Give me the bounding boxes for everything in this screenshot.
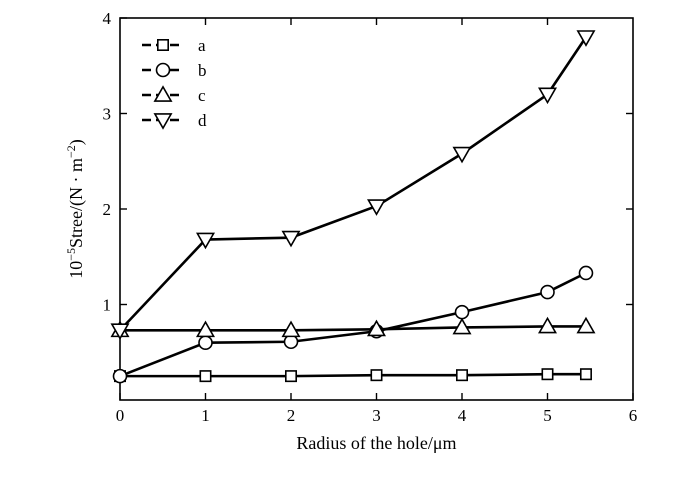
legend-entry-c: c: [142, 85, 206, 105]
series-a: [114, 368, 592, 383]
x-tick-label: 2: [287, 406, 296, 425]
x-tick-label: 0: [116, 406, 125, 425]
series-layer: [110, 30, 596, 384]
legend-marker: [155, 62, 171, 78]
series-a-point: [284, 370, 297, 383]
series-c-point: [452, 317, 472, 335]
series-b-point: [112, 368, 128, 384]
series-b-point: [198, 335, 213, 351]
series-d: [110, 30, 596, 341]
x-axis-ticks: 0 1 2 3 4 5 6: [116, 18, 638, 425]
x-axis-label: Radius of the hole/μm: [296, 433, 456, 453]
x-tick-label: 3: [372, 406, 381, 425]
x-tick-label: 5: [543, 406, 552, 425]
y-axis-label-prefix: 10: [66, 261, 86, 279]
series-a-point: [455, 369, 468, 382]
y-tick-label: 4: [103, 9, 112, 28]
series-b-point: [578, 265, 594, 281]
legend-label: b: [198, 61, 207, 80]
series-d-point: [576, 30, 596, 47]
legend-marker: [157, 38, 170, 51]
x-tick-label: 1: [201, 406, 210, 425]
y-tick-label: 2: [103, 200, 112, 219]
legend-marker: [153, 113, 173, 130]
series-b-point: [454, 304, 470, 320]
series-a-point: [541, 368, 554, 381]
series-d-point: [452, 146, 472, 164]
legend-entry-b: b: [142, 61, 207, 80]
legend-label: c: [198, 86, 206, 105]
series-c-point: [195, 320, 216, 338]
series-d-point: [366, 199, 387, 216]
legend-label: d: [198, 111, 207, 130]
series-c-point: [281, 320, 301, 338]
legend-entry-a: a: [142, 36, 206, 55]
x-tick-label: 6: [629, 406, 638, 425]
legend-marker: [153, 85, 173, 102]
series-c-point: [366, 319, 387, 337]
x-tick-label: 4: [458, 406, 467, 425]
series-c-point: [576, 316, 596, 334]
series-d-point: [281, 230, 301, 248]
series-a-point: [370, 369, 383, 382]
series-b-point: [540, 284, 555, 300]
y-axis-label-suffix: ): [66, 139, 87, 145]
legend-label: a: [198, 36, 206, 55]
y-tick-label: 1: [103, 296, 112, 315]
y-axis-label-main: Stree/(N · m: [66, 158, 87, 248]
series-b-point: [283, 334, 299, 350]
y-axis-label-exponent: −5: [64, 248, 78, 261]
y-axis-label: 10−5Stree/(N · m−2): [64, 139, 87, 279]
y-tick-label: 3: [103, 105, 112, 124]
series-c-point: [537, 316, 558, 334]
y-axis-label-unit-exponent: −2: [64, 145, 78, 158]
series-a-point: [579, 368, 592, 381]
legend-entry-d: d: [142, 111, 207, 130]
series-d-point: [195, 232, 216, 250]
series-a-point: [199, 370, 212, 383]
series-d-point: [110, 323, 130, 341]
y-axis-ticks: 1 2 3 4: [103, 9, 633, 315]
series-d-point: [537, 87, 558, 105]
